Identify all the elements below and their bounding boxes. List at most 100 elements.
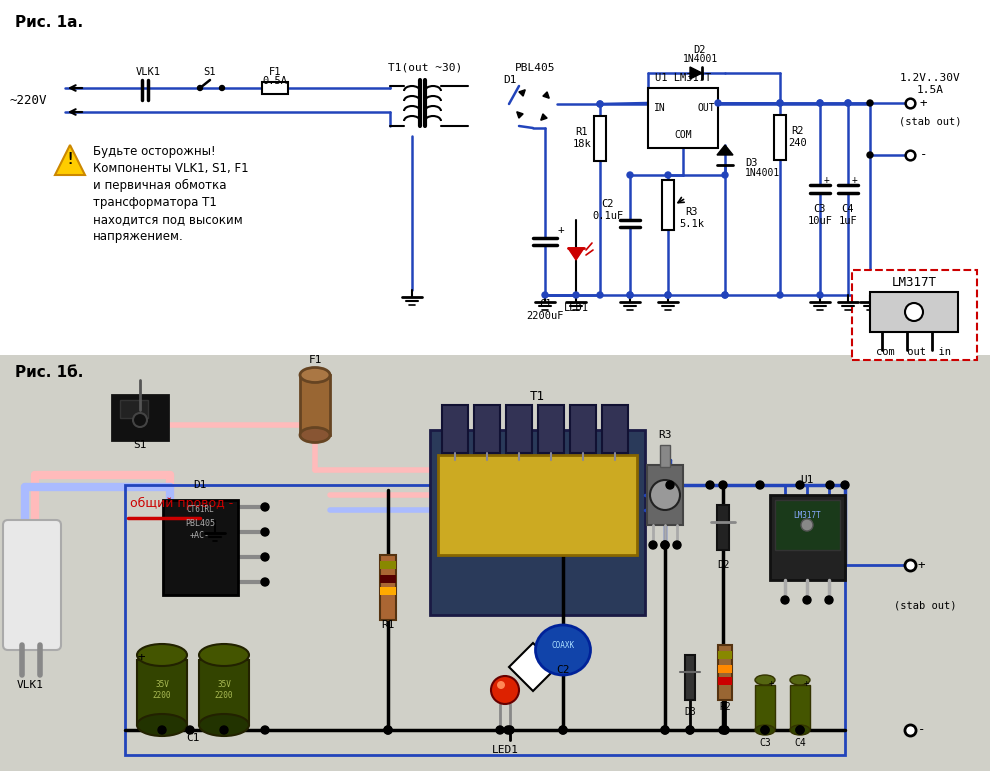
Circle shape: [719, 481, 727, 489]
Circle shape: [841, 481, 849, 489]
Circle shape: [722, 292, 728, 298]
Bar: [718, 665, 732, 673]
Ellipse shape: [199, 714, 249, 736]
Polygon shape: [519, 89, 526, 96]
Text: LM317T: LM317T: [793, 510, 821, 520]
Bar: [647, 465, 683, 525]
Circle shape: [686, 726, 694, 734]
Circle shape: [666, 481, 674, 489]
Circle shape: [665, 172, 671, 178]
Circle shape: [761, 726, 769, 734]
Text: (stab out): (stab out): [899, 117, 961, 127]
Text: LED1: LED1: [491, 745, 519, 755]
Ellipse shape: [199, 644, 249, 666]
Ellipse shape: [790, 675, 810, 685]
Text: R3
5.1k: R3 5.1k: [679, 207, 705, 229]
Circle shape: [661, 726, 669, 734]
Bar: [660, 445, 670, 467]
Text: C3: C3: [759, 738, 771, 748]
Circle shape: [559, 726, 567, 734]
Text: +: +: [824, 175, 830, 185]
Polygon shape: [690, 67, 702, 79]
Text: 1.2V..30V: 1.2V..30V: [900, 73, 960, 83]
Text: D3: D3: [745, 158, 757, 168]
Bar: [685, 655, 695, 700]
Text: +: +: [852, 175, 858, 185]
Circle shape: [261, 503, 269, 511]
Bar: [852, 270, 977, 360]
Text: COAXK: COAXK: [551, 641, 574, 649]
Text: C4: C4: [794, 738, 806, 748]
Polygon shape: [717, 145, 733, 155]
Circle shape: [715, 100, 721, 106]
Circle shape: [665, 292, 671, 298]
Bar: [442, 405, 468, 453]
Bar: [125, 485, 845, 755]
Text: VLK1: VLK1: [17, 680, 44, 690]
Text: R1: R1: [381, 620, 395, 630]
Circle shape: [825, 596, 833, 604]
Bar: [474, 405, 500, 453]
Circle shape: [777, 100, 783, 106]
Text: D2: D2: [717, 560, 730, 570]
Text: D1: D1: [503, 75, 517, 85]
Text: (stab out): (stab out): [894, 600, 956, 610]
Bar: [594, 116, 606, 161]
Text: PBL405: PBL405: [185, 519, 215, 527]
Circle shape: [559, 726, 567, 734]
Ellipse shape: [300, 427, 330, 443]
Circle shape: [661, 541, 669, 549]
Text: C2
0.1uF: C2 0.1uF: [592, 199, 624, 221]
Circle shape: [597, 101, 603, 107]
Circle shape: [597, 101, 603, 107]
Text: 35V
2200: 35V 2200: [152, 680, 171, 700]
Bar: [718, 677, 732, 685]
Text: -: -: [918, 723, 926, 736]
Bar: [662, 180, 674, 230]
Text: !: !: [65, 153, 74, 167]
Text: R3: R3: [658, 430, 672, 440]
Text: IN: IN: [654, 103, 666, 113]
Circle shape: [777, 100, 783, 106]
Circle shape: [650, 480, 680, 510]
Circle shape: [796, 726, 804, 734]
Circle shape: [817, 292, 823, 298]
Bar: [790, 685, 810, 730]
Text: напряжением.: напряжением.: [93, 230, 184, 243]
Bar: [0, 355, 990, 771]
Text: Рис. 1б.: Рис. 1б.: [15, 365, 83, 380]
Text: +: +: [804, 678, 810, 688]
Bar: [648, 88, 718, 148]
Bar: [300, 375, 330, 435]
Text: PBL405: PBL405: [515, 63, 555, 73]
Circle shape: [665, 292, 671, 298]
Text: C2: C2: [556, 665, 570, 675]
Text: F1: F1: [308, 355, 322, 365]
Polygon shape: [517, 112, 523, 118]
Text: ~220V: ~220V: [10, 93, 48, 106]
Circle shape: [721, 726, 729, 734]
Bar: [870, 292, 958, 332]
Circle shape: [803, 596, 811, 604]
Bar: [380, 575, 396, 583]
Text: +AC-: +AC-: [190, 531, 210, 540]
Ellipse shape: [755, 725, 775, 735]
Text: CT61RL: CT61RL: [186, 506, 214, 514]
Ellipse shape: [137, 644, 187, 666]
Text: 0.5A: 0.5A: [262, 76, 287, 86]
Text: -: -: [920, 149, 928, 161]
Circle shape: [542, 292, 548, 298]
Text: com  out  in: com out in: [876, 347, 951, 357]
Circle shape: [796, 726, 804, 734]
Text: D2: D2: [694, 45, 706, 55]
Circle shape: [706, 481, 714, 489]
Bar: [163, 500, 238, 595]
Circle shape: [649, 541, 657, 549]
Circle shape: [722, 172, 728, 178]
Bar: [506, 405, 532, 453]
Circle shape: [719, 726, 727, 734]
Text: +: +: [769, 678, 774, 688]
Text: +: +: [137, 651, 145, 665]
Circle shape: [220, 726, 228, 734]
Circle shape: [801, 519, 813, 531]
